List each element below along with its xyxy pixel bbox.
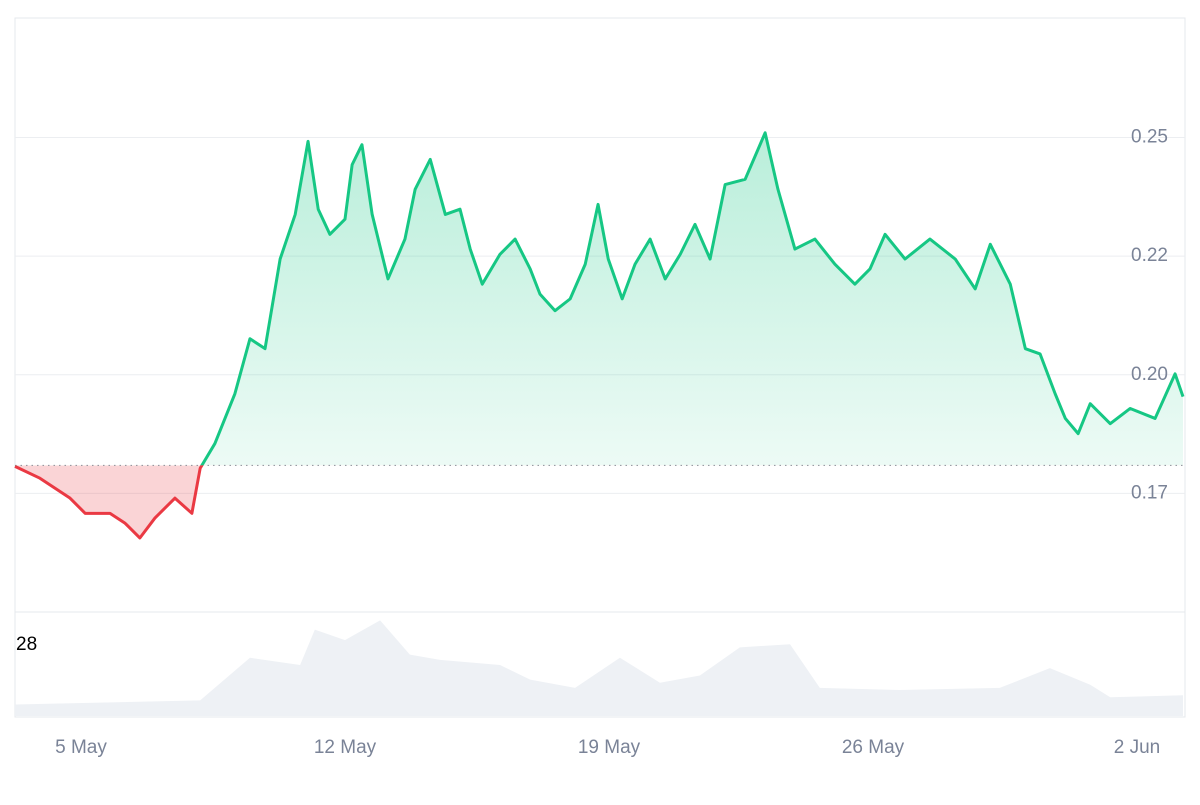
y-tick-label: 0.25 xyxy=(1131,127,1168,148)
volume-label: 28 xyxy=(16,634,37,655)
x-tick-label: 26 May xyxy=(842,737,905,758)
area-up xyxy=(201,132,1183,466)
area-down xyxy=(15,465,1183,538)
volume-area xyxy=(15,620,1183,716)
x-tick-label: 12 May xyxy=(314,737,377,758)
x-tick-label: 19 May xyxy=(578,737,641,758)
x-tick-label: 5 May xyxy=(55,737,107,758)
price-line-up xyxy=(15,131,1185,466)
x-tick-label: 2 Jun xyxy=(1114,737,1160,758)
frame xyxy=(14,17,1186,718)
y-tick-label: 0.20 xyxy=(1131,364,1168,385)
y-tick-label: 0.22 xyxy=(1131,245,1168,266)
y-tick-label: 0.17 xyxy=(1131,482,1168,503)
